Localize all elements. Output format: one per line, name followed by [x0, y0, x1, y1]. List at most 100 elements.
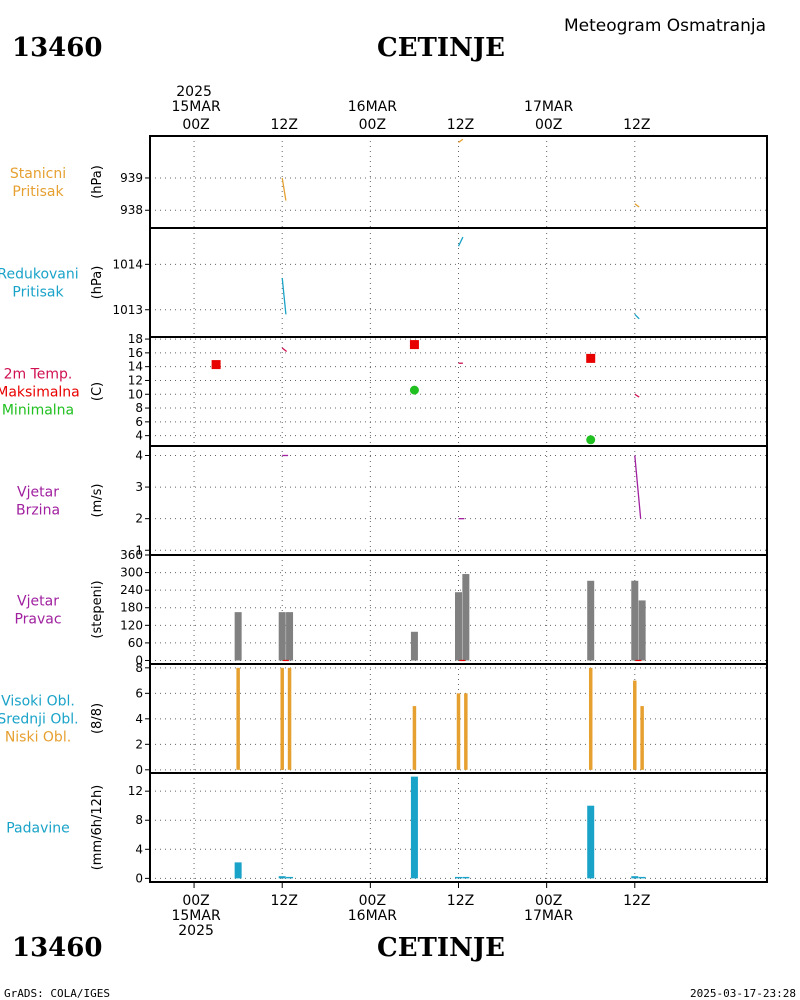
panel-label: Srednji Obl. [0, 712, 79, 728]
time-label-top: 16MAR [348, 99, 397, 115]
station-name-bottom: CETINJE [377, 933, 505, 963]
y-tick-label: 4 [135, 448, 143, 462]
series-line [458, 138, 464, 143]
time-label-top: 00Z [182, 117, 209, 133]
max-temp-marker [211, 360, 221, 370]
y-tick-label: 6 [135, 415, 143, 429]
bar [633, 680, 637, 770]
time-label-bottom: 12Z [447, 893, 474, 909]
time-label-bottom: 15MAR [171, 908, 220, 924]
y-axis-label: (8/8) [90, 703, 105, 734]
y-axis-label: (hPa) [90, 266, 105, 300]
bar [234, 862, 242, 879]
y-tick-label: 12 [128, 784, 143, 798]
series-line [634, 203, 640, 208]
bar [286, 876, 294, 879]
time-label-bottom: 17MAR [524, 908, 573, 924]
y-tick-label: 938 [120, 203, 143, 217]
y-tick-label: 4 [135, 429, 143, 443]
panel-label: 2m Temp. [4, 367, 73, 383]
panel-frame [149, 227, 768, 338]
y-tick-label: 60 [128, 636, 143, 650]
panel-frame [149, 445, 768, 556]
panel-wind_speed: 1 2 3 4 (m/s) Vjetar Brzina [16, 445, 768, 557]
bar [455, 592, 462, 661]
series-line [281, 277, 287, 315]
y-tick-label: 18 [128, 332, 143, 346]
panel-reduced_pressure: 1013 1014 (hPa) Redukovani Pritisak [0, 227, 768, 338]
max-temp-marker [409, 340, 419, 350]
bar [287, 667, 292, 770]
bar [631, 580, 639, 661]
time-label-top: 12Z [271, 117, 298, 133]
bar [638, 876, 646, 879]
panel-station_pressure: 938 939 (hPa) Stanicni Pritisak [10, 135, 768, 229]
bar [587, 580, 595, 661]
bar [587, 805, 595, 879]
footer-credit: GrADS: COLA/IGES [4, 987, 110, 1000]
bar [234, 612, 242, 661]
bar [412, 706, 417, 770]
panel-label: Niski Obl. [5, 730, 71, 746]
panel-label: Pravac [14, 612, 61, 628]
max-temp-marker [586, 353, 596, 363]
panel-label: Stanicni [10, 166, 66, 182]
series-line [457, 236, 464, 247]
temperature-line [634, 393, 640, 398]
station-name-top: CETINJE [377, 33, 505, 63]
y-tick-label: 10 [128, 387, 143, 401]
bar [456, 693, 461, 770]
time-label-top: 00Z [359, 117, 386, 133]
y-axis-label: (stepeni) [90, 580, 105, 638]
y-tick-label: 8 [135, 401, 143, 415]
y-tick-label: 2 [135, 737, 143, 751]
footer-timestamp: 2025-03-17-23:28 [690, 987, 796, 1000]
panel-label: Minimalna [2, 403, 74, 419]
station-id-top: 13460 [12, 33, 102, 63]
series-line [634, 313, 640, 320]
bar [455, 876, 462, 879]
panels-group: 938939(hPa)StanicniPritisak10131014(hPa)… [0, 135, 768, 885]
bar [236, 667, 240, 770]
panel-wind_direction: 0 60 120 180 240 300 360 (stepeni) Vjetar Pravac [14, 548, 768, 667]
bar [588, 667, 593, 770]
y-tick-label: 0 [135, 871, 143, 885]
time-label-bottom: 00Z [359, 893, 386, 909]
y-axis-label: (m/s) [90, 484, 105, 518]
y-axis-label: (mm/6h/12h) [90, 785, 105, 871]
y-tick-label: 0 [135, 763, 143, 777]
bar [410, 631, 418, 661]
panel-precipitation: 0 4 8 12 (mm/6h/12h) Padavine [6, 772, 768, 885]
min-temp-marker [409, 385, 419, 395]
panel-label: Redukovani [0, 267, 79, 283]
y-tick-label: 4 [135, 712, 143, 726]
bar [464, 693, 468, 770]
panel-label: Pritisak [12, 184, 64, 200]
time-label-top: 12Z [623, 117, 650, 133]
panel-label: Visoki Obl. [1, 694, 75, 710]
panel-label: Padavine [6, 821, 70, 837]
panel-label: Maksimalna [0, 385, 80, 401]
time-label-top: 2025 [176, 84, 212, 100]
time-label-top: 00Z [535, 117, 562, 133]
time-label-top: 17MAR [524, 99, 573, 115]
bar [280, 667, 284, 770]
panel-label: Vjetar [17, 594, 59, 610]
y-tick-label: 1014 [112, 257, 143, 271]
time-label-bottom: 2025 [178, 923, 214, 939]
y-tick-label: 6 [135, 686, 143, 700]
series-line [634, 455, 642, 519]
y-axis-label: (hPa) [90, 165, 105, 199]
time-label-bottom: 00Z [535, 893, 562, 909]
y-tick-label: 240 [120, 583, 143, 597]
min-temp-marker [586, 435, 596, 445]
y-tick-label: 120 [120, 618, 143, 632]
y-tick-label: 8 [135, 661, 143, 675]
time-label-top: 15MAR [171, 99, 220, 115]
y-axis-label: (C) [90, 382, 105, 401]
time-label-bottom: 00Z [182, 893, 209, 909]
bar [286, 612, 294, 661]
y-tick-label: 14 [128, 360, 143, 374]
